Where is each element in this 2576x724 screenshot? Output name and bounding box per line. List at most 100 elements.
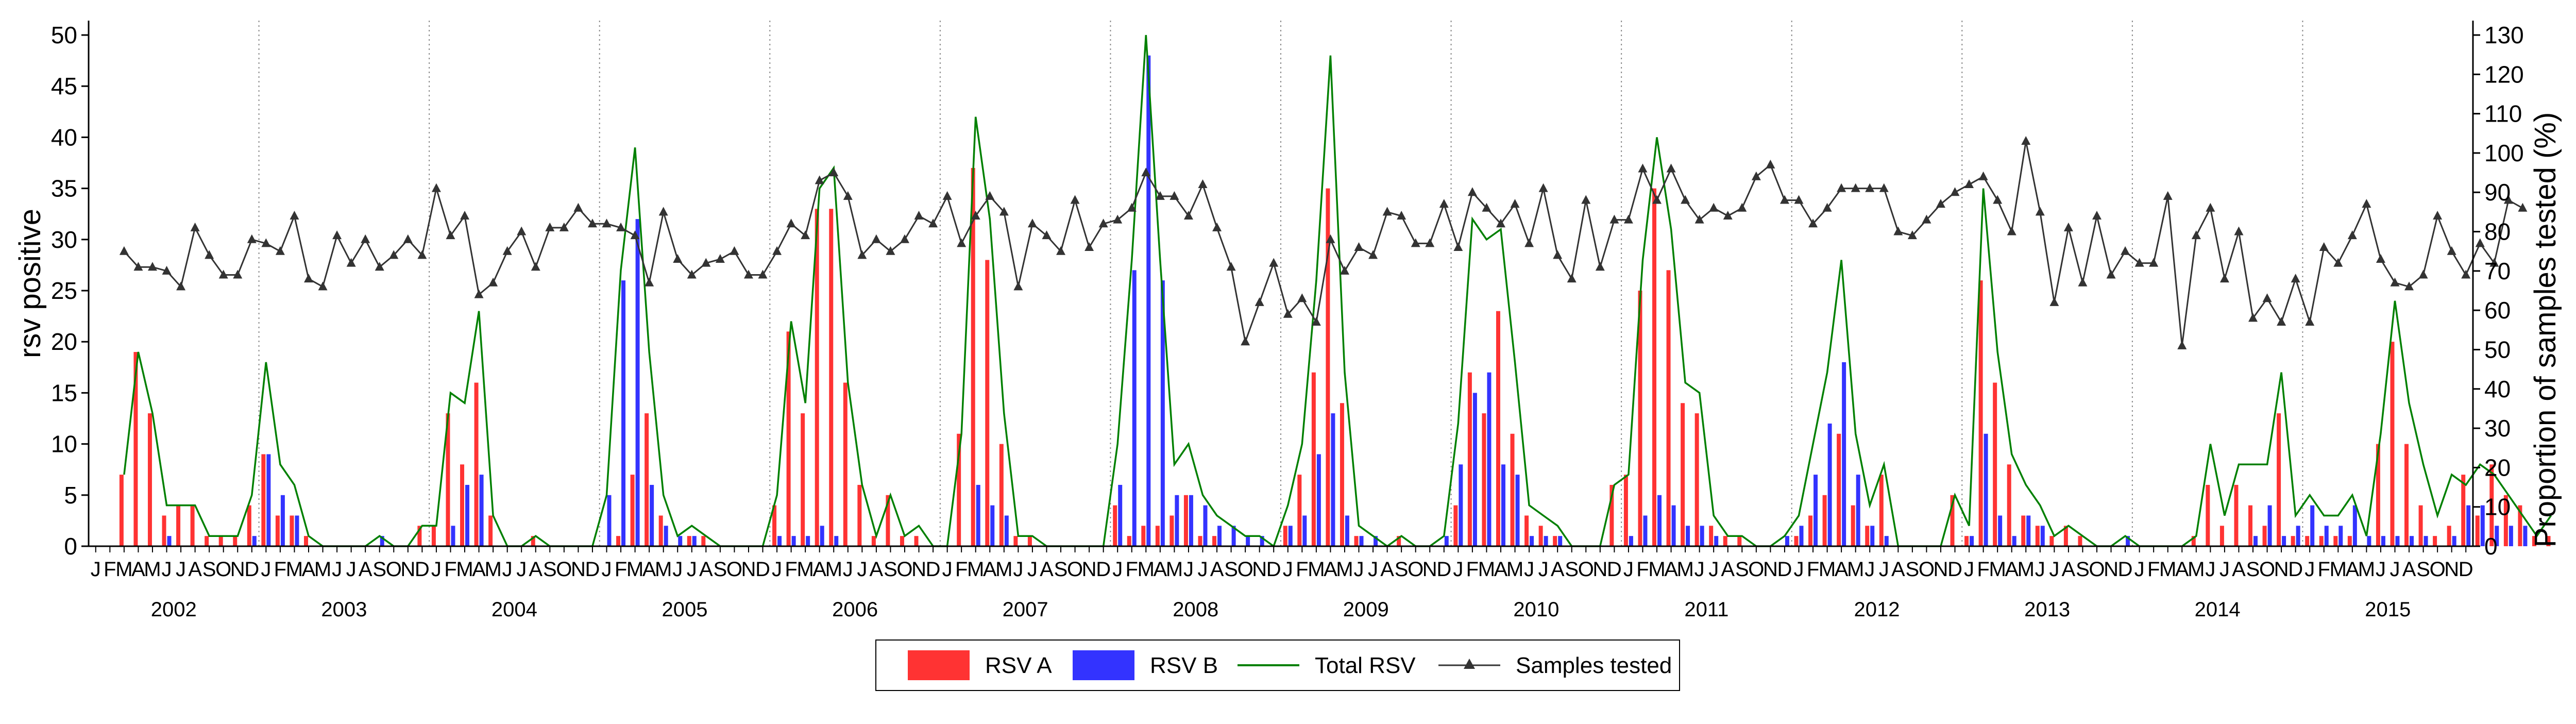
bar-rsv-a (1694, 413, 1699, 546)
marker-samples-tested (1936, 199, 1945, 208)
x-month-label: J (1694, 558, 1705, 581)
bar-rsv-a (147, 413, 152, 546)
bar-rsv-a (971, 167, 975, 546)
bar-rsv-a (2021, 515, 2026, 546)
marker-samples-tested (1198, 179, 1208, 188)
y-right-tick-label: 40 (2484, 376, 2511, 402)
x-month-label: A (2346, 558, 2360, 581)
bar-rsv-a (2447, 526, 2451, 546)
marker-samples-tested (162, 265, 172, 275)
x-month-label: M (1506, 558, 1523, 581)
x-month-label: S (202, 558, 216, 581)
marker-samples-tested (361, 234, 370, 243)
bar-rsv-a (1978, 280, 1983, 546)
x-month-label: O (386, 558, 402, 581)
x-month-label: J (431, 558, 442, 581)
bar-rsv-a (2206, 484, 2210, 546)
bar-rsv-b (1246, 536, 1250, 546)
bar-rsv-a (2291, 536, 2295, 546)
bar-rsv-a (1297, 475, 1302, 546)
bar-rsv-b (1856, 475, 1860, 546)
bar-rsv-a (1113, 505, 1117, 546)
marker-samples-tested (2347, 230, 2357, 240)
bar-rsv-a (2404, 444, 2409, 546)
x-month-label: A (2232, 558, 2246, 581)
bar-rsv-a (2049, 536, 2054, 546)
x-month-label: O (1067, 558, 1083, 581)
bar-rsv-b (2282, 536, 2286, 546)
marker-samples-tested (1623, 214, 1633, 224)
x-month-label: M (1336, 558, 1353, 581)
y-left-tick-label: 15 (51, 379, 77, 406)
x-month-label: N (1252, 558, 1267, 581)
x-month-label: M (2188, 558, 2205, 581)
x-month-label: F (104, 558, 116, 581)
x-month-label: J (162, 558, 172, 581)
x-month-label: D (2459, 558, 2473, 581)
x-month-label: J (1964, 558, 1974, 581)
marker-samples-tested (2191, 230, 2201, 240)
bar-rsv-a (1709, 526, 1714, 546)
x-month-label: N (400, 558, 415, 581)
marker-samples-tested (2121, 246, 2130, 255)
bar-rsv-b (2495, 526, 2499, 546)
marker-samples-tested (1993, 195, 2003, 204)
x-month-label: A (1494, 558, 1508, 581)
marker-samples-tested (1510, 199, 1520, 208)
x-month-label: N (1763, 558, 1778, 581)
marker-samples-tested (431, 183, 441, 192)
bar-rsv-b (451, 526, 455, 546)
x-month-label: F (2318, 558, 2330, 581)
x-month-label: J (1708, 558, 1719, 581)
x-month-label: M (2159, 558, 2176, 581)
marker-samples-tested (2390, 277, 2400, 287)
bar-rsv-a (687, 536, 691, 546)
bar-rsv-a (1155, 526, 1160, 546)
x-month-label: M (286, 558, 303, 581)
x-month-label: J (1112, 558, 1123, 581)
marker-samples-tested (1113, 214, 1123, 224)
marker-samples-tested (1141, 167, 1151, 177)
legend-swatch-rsv-b (1073, 650, 1134, 680)
bar-rsv-b (2126, 536, 2130, 546)
bar-rsv-b (1132, 270, 1137, 546)
x-month-label: F (1126, 558, 1138, 581)
bar-rsv-b (678, 536, 683, 546)
bar-rsv-b (1814, 475, 1818, 546)
x-month-label: A (2062, 558, 2076, 581)
x-month-label: M (825, 558, 842, 581)
bar-rsv-a (2347, 536, 2352, 546)
marker-samples-tested (701, 258, 711, 267)
marker-samples-tested (2333, 258, 2343, 267)
marker-samples-tested (2092, 211, 2102, 220)
bar-rsv-b (1515, 475, 1520, 546)
x-month-label: N (1422, 558, 1437, 581)
marker-samples-tested (2134, 258, 2144, 267)
x-month-label: M (995, 558, 1012, 581)
bar-rsv-a (2433, 536, 2437, 546)
marker-samples-tested (587, 218, 597, 228)
y-right-tick-label: 50 (2484, 336, 2511, 363)
bar-rsv-b (1004, 515, 1009, 546)
marker-samples-tested (2404, 281, 2414, 291)
marker-samples-tested (1496, 218, 1505, 228)
bar-rsv-a (460, 464, 465, 546)
marker-samples-tested (2234, 226, 2244, 235)
marker-samples-tested (2503, 195, 2513, 204)
x-month-label: J (261, 558, 271, 581)
bar-rsv-a (2475, 515, 2480, 546)
marker-samples-tested (2049, 297, 2059, 306)
bar-rsv-b (1501, 464, 1505, 546)
x-month-label: N (2274, 558, 2289, 581)
marker-samples-tested (1013, 281, 1023, 291)
bar-rsv-a (1311, 372, 1316, 546)
marker-samples-tested (1950, 187, 1960, 196)
bar-rsv-b (1374, 536, 1378, 546)
x-year-label: 2007 (1003, 598, 1048, 621)
bar-rsv-a (1553, 536, 1557, 546)
x-month-label: S (1735, 558, 1749, 581)
bar-rsv-b (2480, 505, 2485, 546)
x-month-label: J (672, 558, 683, 581)
x-month-label: J (1013, 558, 1023, 581)
bar-rsv-a (1354, 536, 1359, 546)
